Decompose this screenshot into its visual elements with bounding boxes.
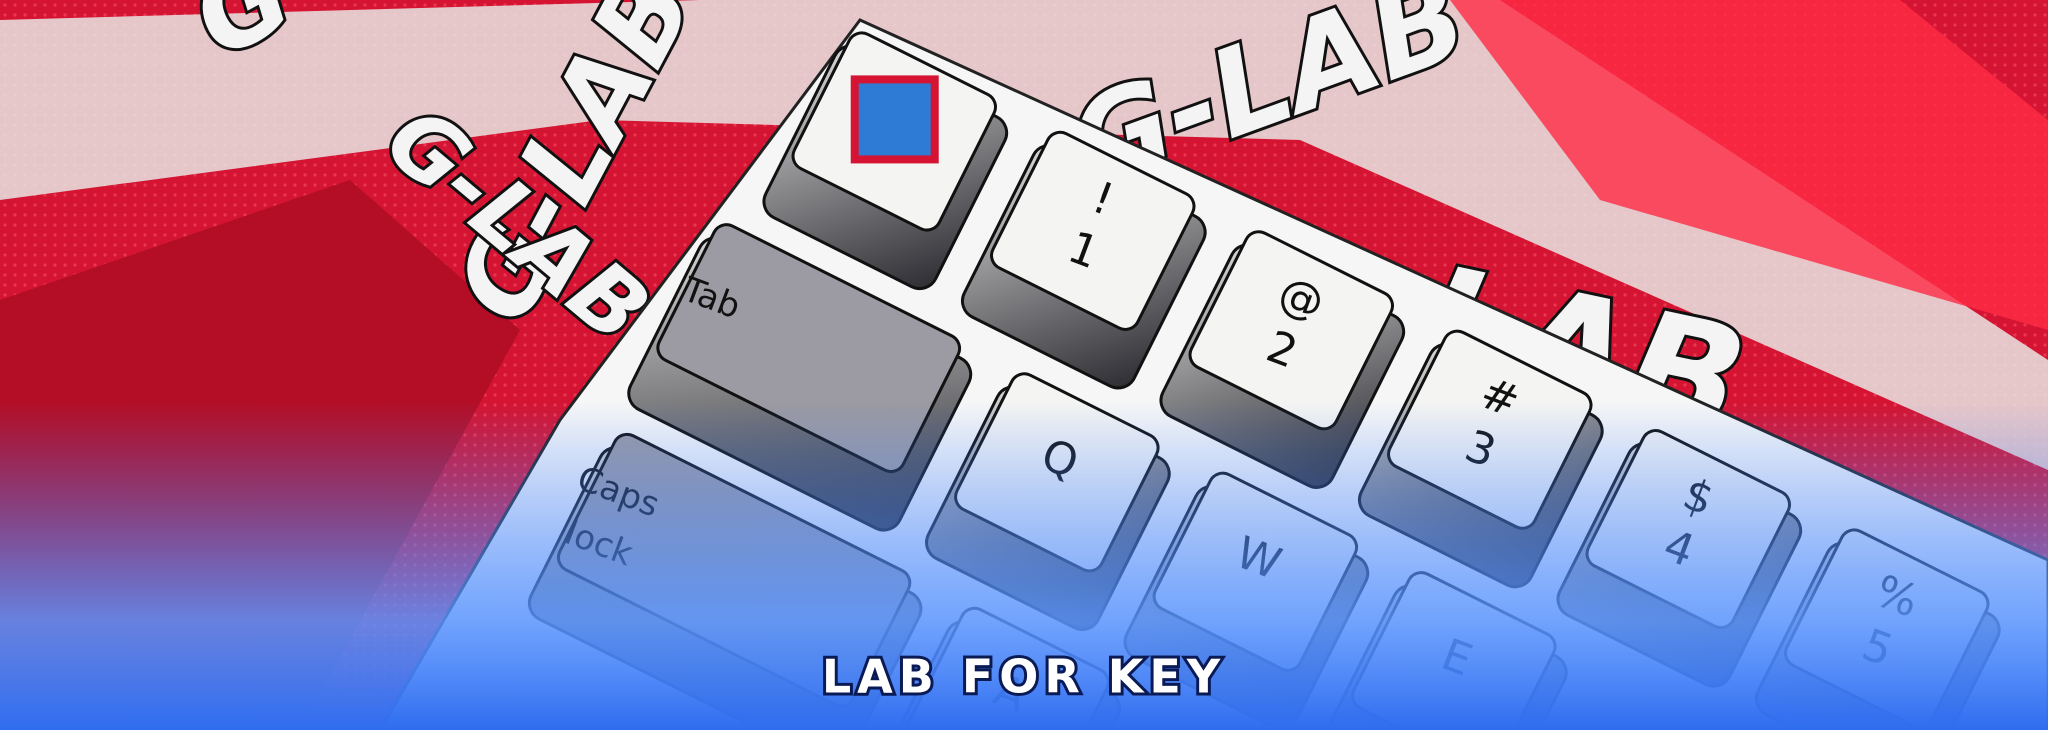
caption: LAB FOR KEY [822, 650, 1226, 704]
